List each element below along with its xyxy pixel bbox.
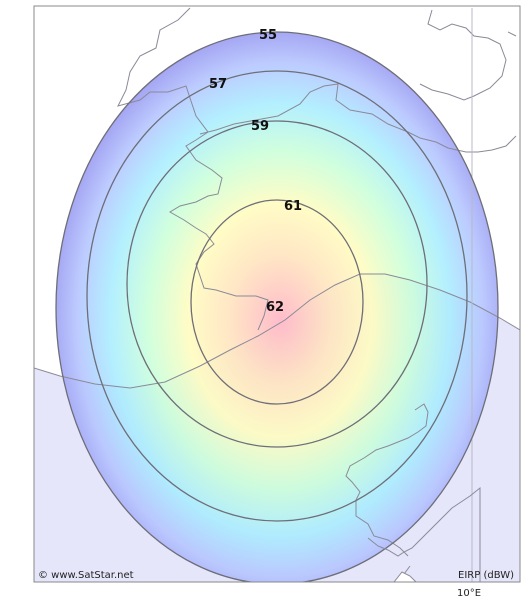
contour-57 <box>86 70 468 522</box>
eirp-unit-label: EIRP (dBW) <box>458 570 514 581</box>
contour-55 <box>55 31 499 582</box>
contour-label-55: 55 <box>259 28 277 43</box>
contour-lines <box>55 31 499 582</box>
contour-61 <box>190 199 364 405</box>
contour-label-57: 57 <box>209 77 227 92</box>
contour-label-62: 62 <box>266 300 284 315</box>
land-patch-southwest <box>393 571 417 582</box>
longitude-label: 10°E <box>457 588 481 599</box>
contour-59 <box>126 120 428 448</box>
borders <box>34 7 520 582</box>
contour-label-61: 61 <box>284 199 302 214</box>
beam-footprint <box>56 32 498 582</box>
map-frame <box>33 5 521 583</box>
contour-label-59: 59 <box>251 119 269 134</box>
copyright-text: © www.SatStar.net <box>38 570 134 581</box>
land-patch-south <box>367 486 481 582</box>
